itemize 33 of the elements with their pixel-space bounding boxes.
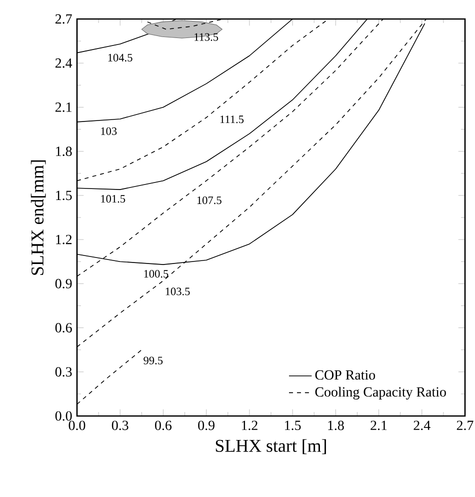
x-tick-label: 0.3 [112,420,128,430]
x-tick-label: 2.4 [414,420,430,430]
y-tick-label: 1.8 [56,146,72,156]
y-tick-label: 0.9 [55,278,72,288]
annotation: 107.5 [197,196,222,204]
y-tick-label: 2.4 [55,58,72,68]
annotation: 103 [101,127,117,135]
x-tick-label: 0.0 [68,420,86,430]
y-tick-label: 0.3 [55,367,72,377]
y-axis-title: SLHX end[mm] [30,160,46,275]
x-tick-label: 0.6 [155,420,172,430]
annotation: 101.5 [101,195,126,203]
y-tick-label: 2.1 [55,102,72,112]
x-axis-title: SLHX start [m] [216,439,326,454]
y-tick-label: 2.7 [55,14,72,24]
legend-label: COP Ratio [315,370,376,380]
legend-label: Cooling Capacity Ratio [315,386,446,400]
x-tick-label: 1.5 [285,420,301,430]
annotation: 104.5 [108,54,132,62]
annotation: 100.5 [144,270,168,278]
x-tick-label: 0.9 [198,420,214,430]
x-tick-label: 1.2 [242,420,258,430]
y-tick-label: 0.6 [55,323,72,332]
y-tick-label: 1.2 [56,234,72,244]
x-tick-label: 2.1 [370,420,387,430]
annotation: 111.5 [220,116,244,124]
y-tick-label: 1.5 [56,190,72,200]
x-tick-label: 1.8 [328,420,344,430]
annotation: 99.5 [144,356,163,364]
annotation: 103.5 [166,288,190,296]
y-tick-label: 0.0 [55,411,72,421]
x-tick-label: 2.7 [456,420,474,430]
annotation: 113.5 [194,33,218,41]
